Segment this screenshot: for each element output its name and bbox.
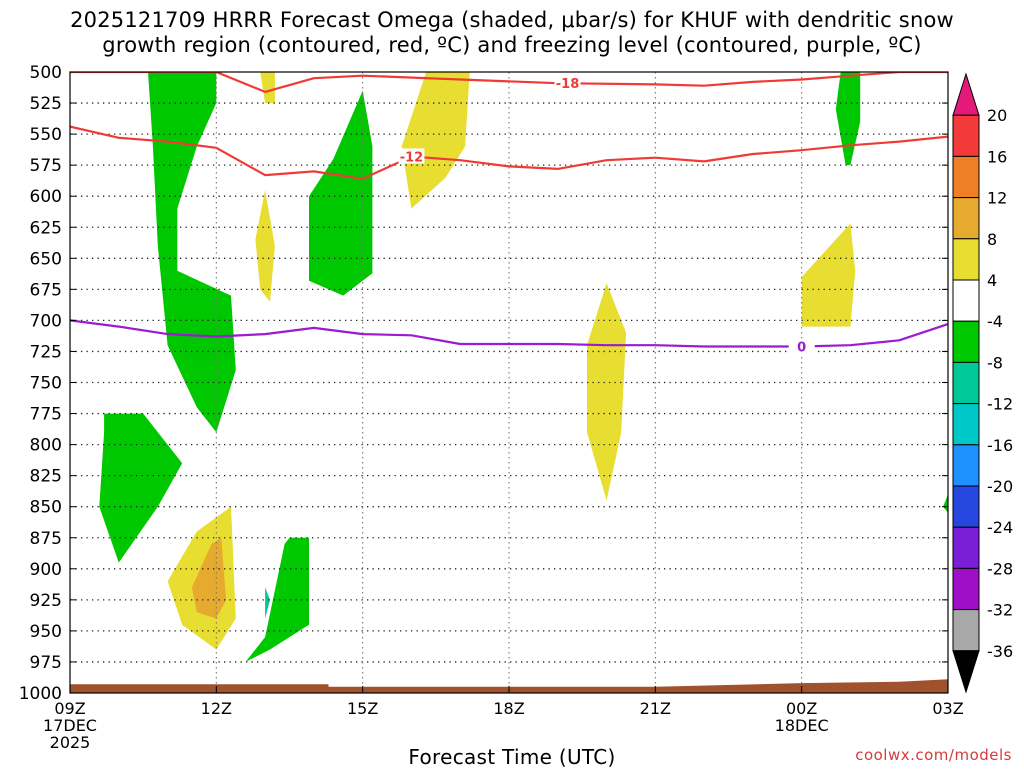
colorbar-band-16-20 (952, 114, 980, 157)
x-tick-label-18Z: 18Z (493, 699, 524, 718)
omega-shaded-region-0 (148, 72, 236, 433)
x-tick-sublabel-00Z: 18DEC (775, 716, 829, 735)
credit-text[interactable]: coolwx.com/models (855, 746, 1012, 764)
colorbar-band--40--36 (952, 650, 980, 694)
colorbar-band-4-8 (952, 238, 980, 281)
y-tick-label-700: 700 (30, 311, 62, 331)
colorbar-band--20--16 (952, 444, 980, 487)
colorbar-label--20: -20 (987, 477, 1013, 496)
contour-label-2: 0 (797, 340, 806, 355)
contour-label-0: -18 (556, 77, 580, 92)
x-tick-label-09Z: 09Z (54, 699, 85, 718)
colorbar-label--8: -8 (987, 353, 1003, 372)
y-tick-label-800: 800 (30, 436, 62, 456)
omega-shaded-region-1 (309, 90, 373, 296)
x-tick-year-09Z: 2025 (50, 733, 91, 752)
omega-shaded-region-9 (587, 283, 627, 501)
colorbar-band--8--4 (952, 320, 980, 363)
omega-shaded-region-13 (265, 587, 270, 619)
x-tick-label-00Z: 00Z (786, 699, 817, 718)
y-tick-label-500: 500 (30, 63, 62, 83)
colorbar: 20 16 12 8 4 -4 -8 -12 -16 -20 -24 -28 -32 -36 (952, 72, 1013, 694)
y-tick-label-975: 975 (30, 653, 62, 673)
x-axis-title: Forecast Time (UTC) (408, 745, 616, 769)
y-tick-label-525: 525 (30, 94, 62, 114)
x-tick-label-15Z: 15Z (347, 699, 378, 718)
y-tick-label-825: 825 (30, 467, 62, 487)
colorbar-label--24: -24 (987, 518, 1013, 537)
colorbar-label-12: 12 (987, 189, 1007, 208)
omega-shaded-region-2 (835, 72, 861, 166)
colorbar-label--4: -4 (987, 312, 1003, 331)
y-axis: 500 525 550 575 600 625 650 675 700 725 750 775 800 8… (19, 63, 948, 704)
contour-label-bg-1 (398, 148, 425, 164)
y-tick-label-750: 750 (30, 374, 62, 394)
y-tick-label-725: 725 (30, 342, 62, 362)
colorbar-band--28--24 (952, 526, 980, 569)
omega-shading-layer (99, 72, 948, 662)
y-tick-label-850: 850 (30, 498, 62, 518)
colorbar-band--32--28 (952, 567, 980, 611)
colorbar-label--12: -12 (987, 395, 1013, 414)
colorbar-band--4-4 (952, 279, 980, 322)
colorbar-band--16--12 (952, 403, 980, 446)
colorbar-label-4: 4 (987, 271, 997, 290)
y-tick-label-875: 875 (30, 529, 62, 549)
terrain-layer (70, 679, 948, 693)
omega-shaded-region-8 (255, 190, 275, 302)
omega-shaded-region-5 (943, 494, 948, 513)
omega-shaded-region-4 (245, 537, 309, 662)
isotherm-contours-layer: -18 -12 0 (70, 72, 948, 355)
colorbar-label--36: -36 (987, 642, 1013, 661)
y-tick-label-925: 925 (30, 591, 62, 611)
colorbar-label--32: -32 (987, 601, 1013, 620)
colorbar-label-20: 20 (987, 106, 1007, 125)
omega-shaded-region-6 (401, 72, 470, 209)
contour-line-1 (70, 125, 948, 180)
x-tick-label-21Z: 21Z (640, 699, 671, 718)
x-tick-label-03Z: 03Z (932, 699, 963, 718)
y-tick-label-625: 625 (30, 218, 62, 238)
contour-label-1: -12 (400, 150, 424, 165)
x-tick-label-12Z: 12Z (201, 699, 232, 718)
y-tick-label-650: 650 (30, 249, 62, 269)
omega-shaded-region-7 (260, 72, 275, 103)
y-tick-label-550: 550 (30, 125, 62, 145)
chart-title-line-1: 2025121709 HRRR Forecast Omega (shaded, … (70, 8, 954, 32)
colorbar-band-20-24 (952, 72, 980, 116)
omega-shaded-region-3 (99, 413, 183, 563)
colorbar-band--12--8 (952, 361, 980, 405)
omega-shaded-region-12 (191, 537, 227, 619)
chart-title-line-2: growth region (contoured, red, ºC) and f… (102, 33, 922, 57)
y-tick-label-900: 900 (30, 560, 62, 580)
y-tick-label-575: 575 (30, 156, 62, 176)
y-tick-label-775: 775 (30, 405, 62, 425)
y-tick-label-950: 950 (30, 622, 62, 642)
terrain-fill (70, 679, 948, 693)
y-tick-label-675: 675 (30, 280, 62, 300)
colorbar-label-8: 8 (987, 230, 997, 249)
omega-shaded-region-10 (801, 223, 856, 327)
colorbar-band--24--20 (952, 485, 980, 528)
y-tick-label-1000: 1000 (19, 684, 62, 704)
colorbar-label--16: -16 (987, 436, 1013, 455)
colorbar-band-8-12 (952, 197, 980, 240)
colorbar-label--28: -28 (987, 559, 1013, 578)
colorbar-band--36--32 (952, 609, 980, 652)
contour-label-bg-2 (788, 338, 815, 354)
colorbar-label-16: 16 (987, 147, 1007, 166)
contour-label-bg-0 (554, 75, 581, 91)
colorbar-band-12-16 (952, 155, 980, 199)
y-tick-label-600: 600 (30, 187, 62, 207)
x-tick-sublabel-09Z: 17DEC (43, 716, 97, 735)
grid-layer (70, 72, 948, 693)
